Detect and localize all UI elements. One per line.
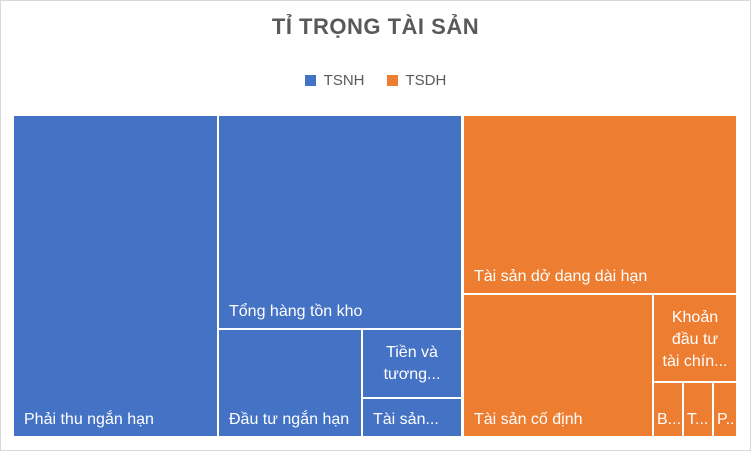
treemap-cell (464, 116, 736, 293)
legend: TSNH TSDH (0, 72, 751, 89)
treemap-cell-label: tài chín... (663, 353, 728, 370)
treemap-cell-label: Tiền và (386, 344, 438, 361)
treemap-cell-label: P... (717, 411, 739, 428)
treemap-cell-label: T... (687, 411, 708, 428)
treemap-cell-label: Khoản (672, 309, 718, 326)
treemap-cell (363, 399, 461, 436)
treemap-cell-label: tương... (384, 366, 441, 383)
treemap-cell-label: B... (657, 411, 681, 428)
treemap-cell-label: Tài sản... (373, 411, 439, 428)
legend-swatch-tsdh (386, 75, 398, 86)
treemap-cell (654, 295, 736, 381)
legend-label-tsdh: TSDH (405, 72, 447, 89)
treemap-cell (654, 383, 682, 436)
chart-title: TỈ TRỌNG TÀI SẢN (271, 14, 480, 39)
treemap-cell-label: Đầu tư ngắn hạn (229, 409, 349, 428)
treemap-cell-label: đầu tư (672, 331, 719, 348)
legend-item-tsdh: TSDH (386, 72, 447, 89)
legend-label-tsnh: TSNH (323, 72, 365, 89)
treemap-cell-label: Tài sản cố định (474, 411, 583, 428)
treemap-cell (684, 383, 712, 436)
treemap-cell-label: Tài sản dở dang dài hạn (474, 268, 647, 285)
treemap-cell-label: Phải thu ngắn hạn (24, 409, 154, 428)
legend-item-tsnh: TSNH (304, 72, 365, 89)
treemap-cell (464, 295, 652, 436)
treemap-cell (14, 116, 217, 436)
treemap-cell-label: Tổng hàng tồn kho (229, 302, 363, 320)
treemap-cell (714, 383, 736, 436)
treemap-cell (219, 330, 361, 436)
treemap-cell (363, 330, 461, 397)
legend-swatch-tsnh (304, 75, 316, 86)
treemap-cell (219, 116, 461, 328)
